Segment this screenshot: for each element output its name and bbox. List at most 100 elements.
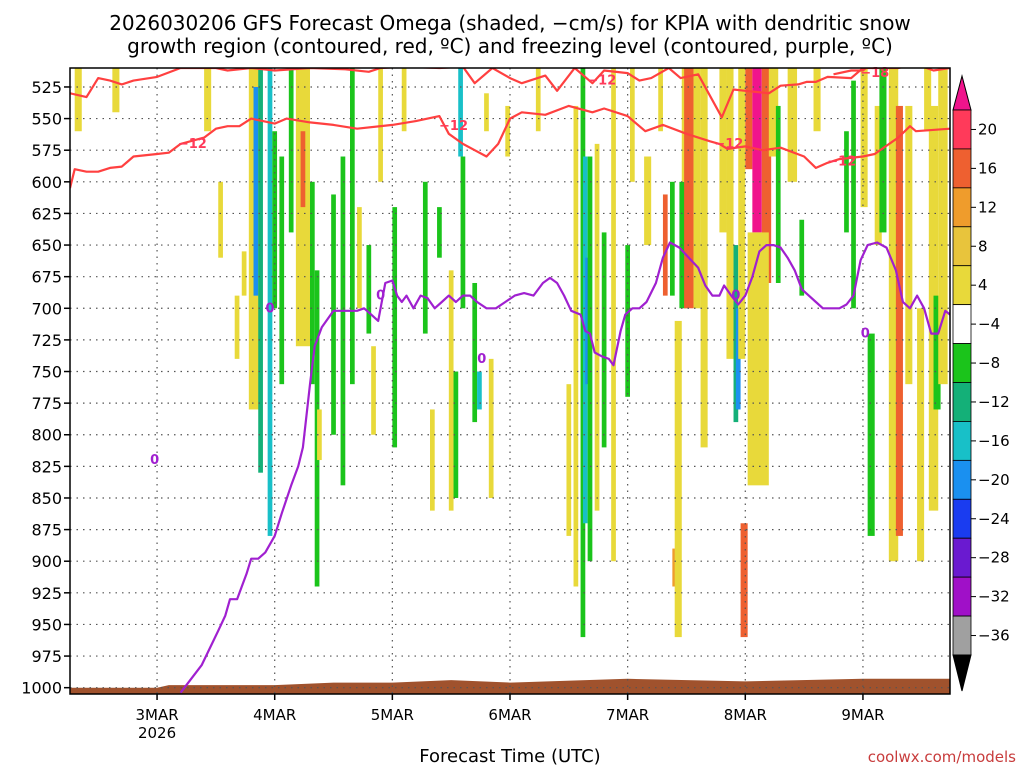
omega-cell [752, 68, 762, 233]
omega-cell [430, 409, 435, 511]
contour-label: 0 [150, 453, 159, 468]
omega-cell [625, 245, 630, 397]
omega-cell [460, 156, 466, 309]
x-tick-label: 8MAR [724, 706, 767, 724]
colorbar-label: 16 [978, 159, 997, 177]
x-tick-label: 4MAR [253, 706, 296, 724]
chart-title-line-1: 2026030206 GFS Forecast Omega (shaded, −… [109, 11, 911, 35]
omega-cell [253, 86, 259, 296]
colorbar-swatch [952, 421, 972, 461]
omega-cell [582, 156, 588, 524]
omega-cell [279, 156, 285, 385]
omega-cell [658, 68, 663, 132]
x-tick-label: 7MAR [606, 706, 649, 724]
colorbar-label: −32 [978, 588, 1010, 606]
freezing-level-0-contour [179, 241, 950, 694]
omega-cell [310, 181, 315, 385]
omega-cell [775, 105, 781, 283]
omega-cell [895, 105, 903, 536]
omega-cell [331, 194, 336, 435]
omega-cell [670, 181, 675, 296]
y-tick-label: 825 [31, 457, 62, 476]
omega-cell [458, 68, 463, 157]
omega-shading-layer [74, 68, 948, 638]
omega-cell [234, 295, 240, 359]
colorbar-swatch [952, 382, 972, 422]
omega-cell [378, 68, 383, 182]
colorbar-swatch [952, 187, 972, 228]
omega-cell [314, 270, 320, 587]
contour-label: 0 [861, 327, 870, 342]
colorbar-swatch [952, 304, 972, 344]
omega-cell [787, 68, 798, 182]
omega-cell [112, 68, 120, 113]
omega-cell [738, 68, 746, 359]
omega-cell [933, 295, 941, 410]
colorbar-label: 8 [978, 237, 988, 255]
colorbar-label: −16 [978, 432, 1010, 450]
omega-cell [726, 68, 734, 359]
y-tick-label: 700 [31, 299, 62, 318]
colorbar-label: −20 [978, 471, 1010, 489]
omega-cell [874, 105, 882, 246]
x-tick-label: 5MAR [371, 706, 414, 724]
chart-title-line-2: growth region (contoured, red, ºC) and f… [127, 34, 893, 58]
omega-cell [644, 156, 652, 246]
contour-label: −12 [587, 74, 616, 89]
y-tick-label: 525 [31, 78, 62, 97]
omega-cell [745, 68, 753, 170]
omega-cell [761, 68, 772, 283]
colorbar-swatch [952, 537, 972, 578]
omega-cell [357, 207, 362, 309]
dgz-upper-12-contour [70, 68, 950, 119]
colorbar-label: −28 [978, 549, 1010, 567]
contour-label: 0 [265, 301, 274, 316]
omega-cell [630, 68, 635, 182]
colorbar-swatch [952, 576, 972, 617]
omega-cell [888, 68, 899, 562]
omega-cell [477, 371, 482, 410]
x-tick-label: 9MAR [841, 706, 884, 724]
omega-cell [747, 232, 769, 486]
omega-cell [768, 68, 779, 157]
colorbar-label: −36 [978, 627, 1010, 645]
y-tick-label: 925 [31, 584, 62, 603]
omega-cell [938, 68, 948, 385]
omega-cell [851, 80, 856, 309]
omega-cell [392, 207, 398, 448]
omega-cell [594, 143, 600, 511]
omega-cell [813, 68, 821, 132]
omega-cell [340, 156, 346, 486]
omega-cell [267, 68, 273, 536]
x-tick-label: 6MAR [488, 706, 531, 724]
y-tick-label: 800 [31, 426, 62, 445]
y-tick-label: 750 [31, 363, 62, 382]
omega-cell [662, 194, 668, 296]
omega-cell [867, 333, 875, 536]
colorbar-label: −4 [978, 315, 1000, 333]
omega-cell [693, 68, 701, 309]
dgz-lower-12-contour [70, 104, 950, 189]
omega-cell [74, 68, 82, 132]
omega-cell [204, 68, 212, 132]
omega-cell [472, 282, 478, 423]
colorbar-label: −24 [978, 510, 1010, 528]
y-tick-label: 1000 [21, 679, 62, 698]
y-tick-label: 625 [31, 204, 62, 223]
omega-cell [573, 105, 579, 587]
omega-cell [300, 131, 306, 208]
colorbar-swatch [952, 498, 972, 539]
dgz-top-18-contour [833, 68, 868, 76]
colorbar-swatch [952, 343, 972, 383]
x-tick-sublabel: 2026 [138, 724, 176, 742]
omega-cell [366, 245, 372, 334]
colorbar-bottom-arrow [952, 654, 972, 692]
omega-cell [218, 181, 223, 258]
colorbar-swatch [952, 459, 972, 500]
omega-cell [350, 68, 355, 385]
colorbar-label: 4 [978, 276, 988, 294]
colorbar-swatch [952, 148, 972, 189]
colorbar-swatch [952, 615, 972, 656]
